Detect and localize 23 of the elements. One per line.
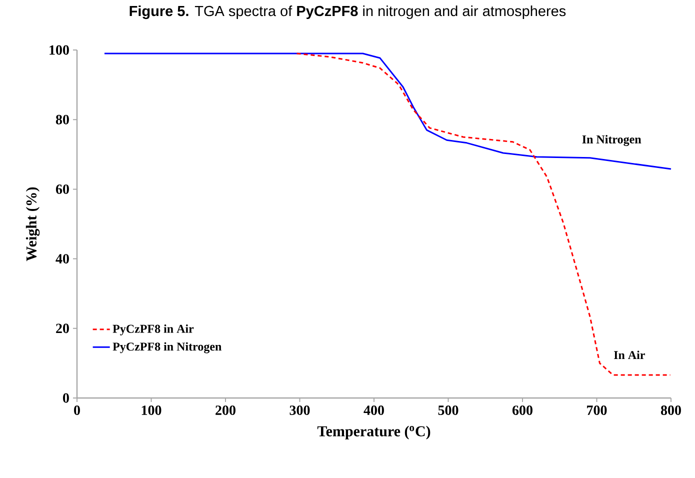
line-series <box>296 52 672 376</box>
x-tick-label: 300 <box>290 406 310 415</box>
chart-title: Figure 5. TGA spectra of PyCzPF8 in nitrogen and air atmospheres <box>130 6 566 20</box>
y-tick-label: 100 <box>50 45 69 55</box>
x-tick-label: 400 <box>364 406 384 415</box>
y-tick-label: 40 <box>56 254 69 264</box>
annotation: In Air <box>614 350 645 360</box>
x-axis-title: Temperature ($^{o}$C) <box>317 426 430 440</box>
x-tick-label: 100 <box>142 406 162 415</box>
x-tick-label: 500 <box>438 406 458 415</box>
x-tick-label: 200 <box>216 406 236 415</box>
legend-label: PyCzPF8 in Nitrogen <box>112 342 222 354</box>
y-tick-label: 0 <box>63 393 69 403</box>
x-tick-label: 0 <box>74 406 80 415</box>
y-tick-label: 20 <box>56 324 69 334</box>
x-tick-label: 800 <box>660 406 681 415</box>
y-tick-label: 80 <box>56 114 69 124</box>
y-tick-label: 60 <box>56 184 69 194</box>
annotation: In Nitrogen <box>582 134 642 146</box>
x-tick-label: 700 <box>587 406 607 415</box>
legend-label: PyCzPF8 in Air <box>112 324 194 336</box>
x-tick-label: 600 <box>512 406 532 415</box>
y-axis-title: Weight (%) <box>26 187 40 262</box>
